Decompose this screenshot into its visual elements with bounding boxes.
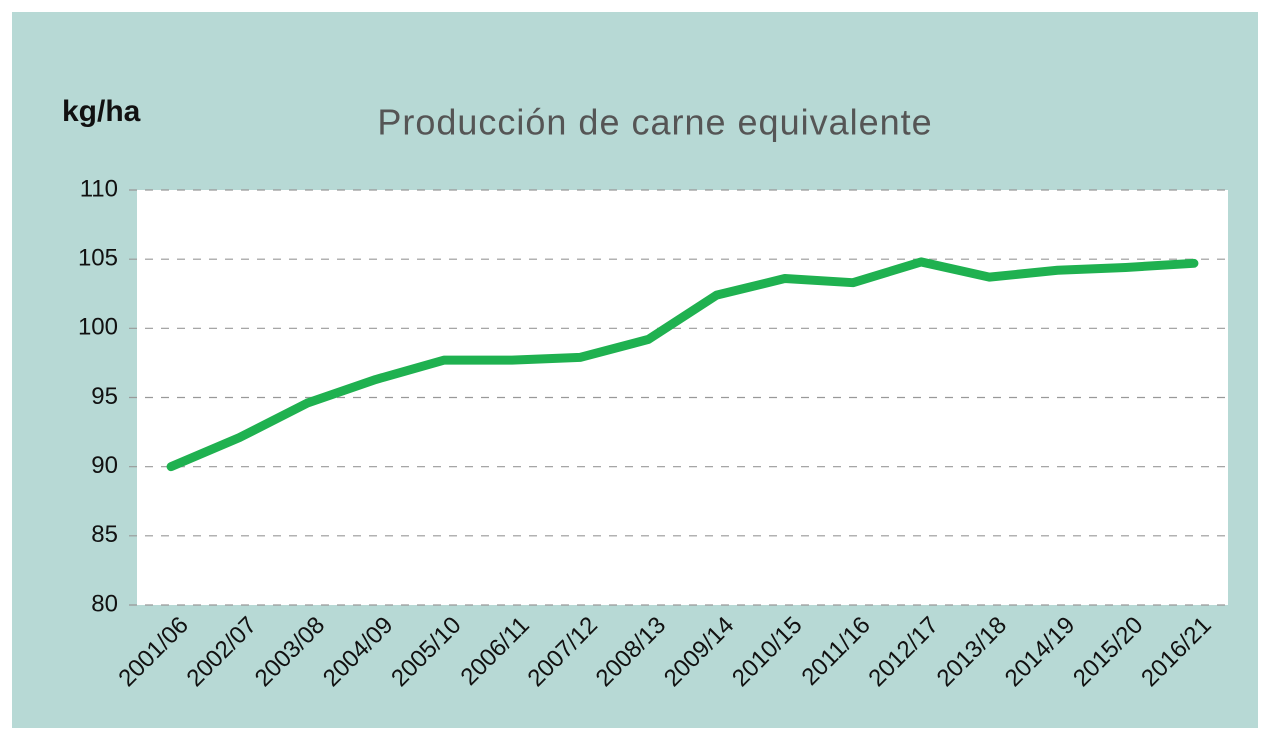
- y-tick-label: 85: [91, 521, 118, 548]
- chart-title: Producción de carne equivalente: [377, 102, 932, 143]
- y-tick-label: 105: [78, 245, 118, 272]
- data-line: [166, 257, 1199, 472]
- y-tick-label: 110: [80, 175, 118, 202]
- y-axis-label: kg/ha: [62, 95, 141, 128]
- y-tick-label: 90: [91, 452, 118, 479]
- y-tick-label: 100: [78, 314, 118, 341]
- y-tick-label: 95: [91, 383, 118, 410]
- y-tick-label: 80: [91, 590, 118, 617]
